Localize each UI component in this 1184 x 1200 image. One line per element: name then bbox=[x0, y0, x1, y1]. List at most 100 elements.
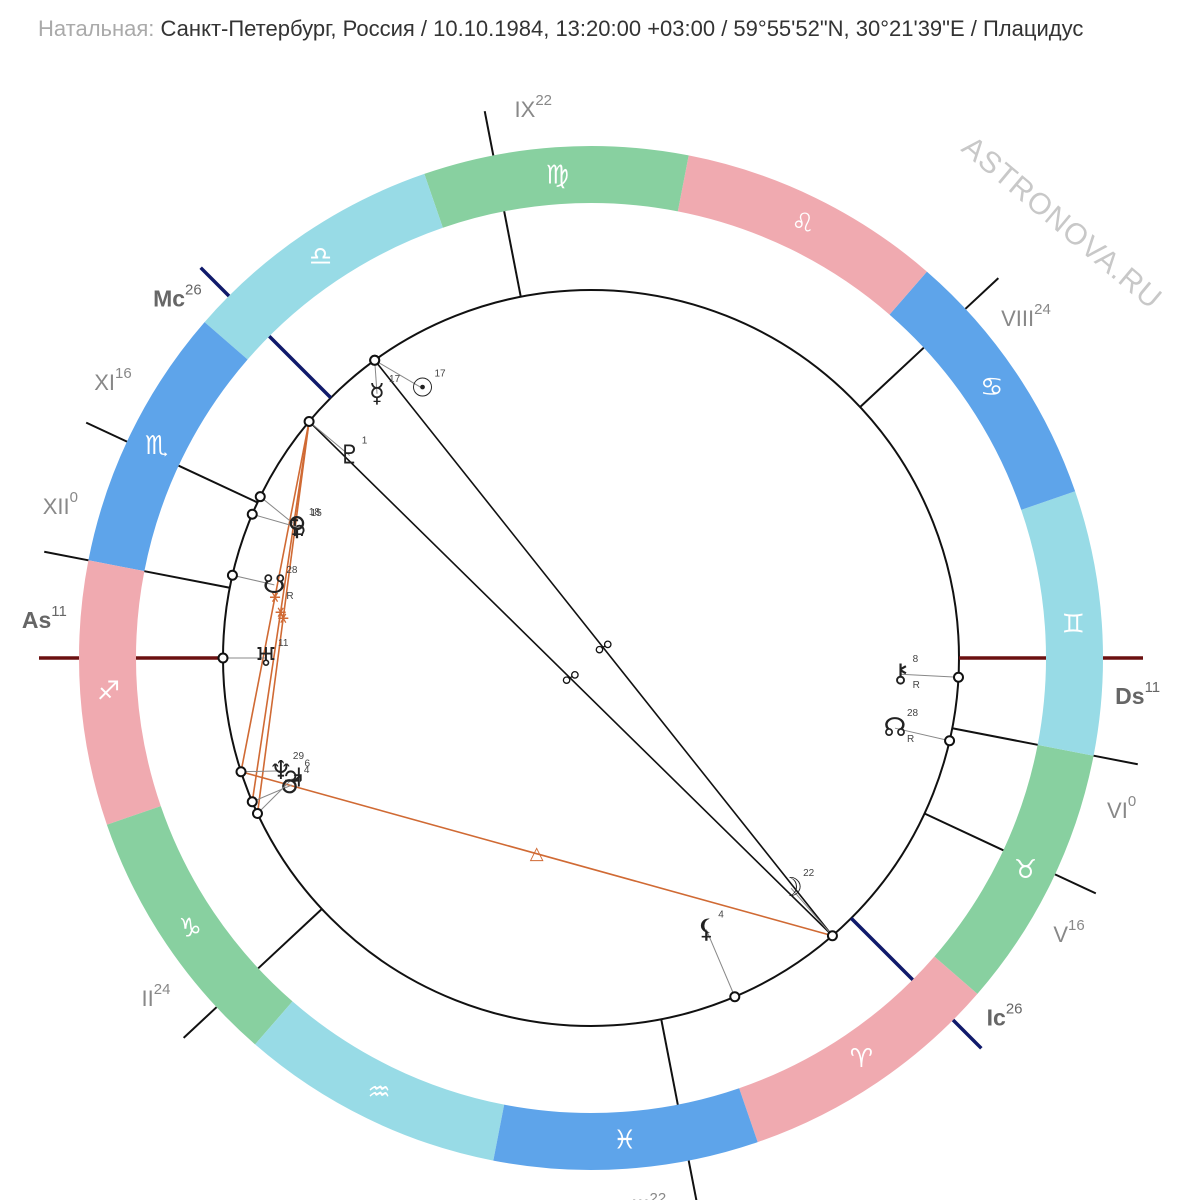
sign-glyph-aquarius: ♒ bbox=[367, 1078, 390, 1108]
planet-glyph-jupiter: ♃ bbox=[281, 764, 304, 794]
planet-glyph-moon: ☽ bbox=[779, 873, 802, 903]
planet-point-jupiter bbox=[251, 808, 263, 820]
planet-glyph-chiron: ⚷ bbox=[891, 659, 910, 689]
planet-degree-sun: 17 bbox=[434, 368, 446, 379]
planet-pointer-south-node bbox=[232, 574, 275, 586]
planet-point-south-node bbox=[226, 569, 238, 581]
house-tick-VI bbox=[1093, 754, 1138, 766]
sign-segment-taurus bbox=[934, 744, 1094, 994]
axis-label-Ds: Ds11 bbox=[1115, 679, 1160, 710]
planet-point-neptune bbox=[235, 766, 247, 778]
house-tick-V bbox=[1054, 873, 1097, 895]
house-tick-III bbox=[687, 1160, 698, 1200]
sign-segment-virgo bbox=[424, 145, 689, 228]
aspect-symbol-pluto-mars: ⚹ bbox=[275, 601, 286, 622]
planet-degree-mercury: 17 bbox=[389, 374, 401, 385]
cusp-labels: XII0 XI16 IX22 VIII24 VI0 V16 III22 II24 As11 Ds1… bbox=[22, 92, 1160, 1200]
chart-header: Натальная: Санкт-Петербург, Россия / 10.… bbox=[38, 16, 1083, 42]
sign-glyph-leo: ♌ bbox=[791, 208, 814, 238]
planet-point-north-node bbox=[944, 735, 956, 747]
sign-glyph-scorpio: ♏ bbox=[145, 431, 168, 461]
planet-point-uranus bbox=[217, 652, 229, 664]
sign-glyph-aries: ♈ bbox=[850, 1044, 873, 1074]
house-tick-IX bbox=[483, 111, 495, 156]
sign-segment-pisces bbox=[493, 1088, 758, 1170]
planet-pointer-sun bbox=[374, 359, 423, 389]
aspect-lines: ☍ ☍ △ ⚹⚹⚹ bbox=[240, 359, 834, 937]
axis-inner-Mc bbox=[268, 335, 333, 400]
house-label-II: II24 bbox=[142, 980, 171, 1010]
planet-glyph-lilith: ⚸ bbox=[697, 915, 716, 945]
planet-degree-moon: 22 bbox=[803, 868, 815, 879]
planet-degree-north-node: 28 bbox=[907, 708, 919, 719]
aspect-symbol-pluto-jupiter: ⚹ bbox=[278, 607, 289, 628]
sign-segment-libra bbox=[204, 173, 443, 360]
axis-outer-Mc bbox=[199, 266, 231, 298]
house-cusp-VIII bbox=[859, 346, 925, 408]
planet-glyph-sun: ☉ bbox=[411, 373, 434, 403]
planet-degree-lilith: 4 bbox=[718, 910, 724, 921]
planet-retro-south-node: R bbox=[286, 591, 293, 602]
planet-glyph-venus: ♀ bbox=[287, 512, 306, 542]
sign-segment-aquarius bbox=[255, 1001, 505, 1161]
sign-segment-sagittarius bbox=[79, 560, 161, 825]
house-label-III: III22 bbox=[631, 1189, 666, 1200]
sign-glyph-pisces: ♓ bbox=[613, 1125, 636, 1155]
sign-segment-cancer bbox=[889, 271, 1076, 510]
planet-point-venus bbox=[246, 508, 258, 520]
planet-pointer-jupiter bbox=[257, 778, 293, 814]
chart-type-label: Натальная: bbox=[38, 16, 155, 41]
house-label-V: V16 bbox=[1053, 917, 1084, 947]
sign-segment-gemini bbox=[1021, 491, 1103, 756]
sign-glyph-virgo: ♍ bbox=[546, 161, 569, 191]
planet-glyph-mercury: ☿ bbox=[369, 379, 385, 409]
planet-point-saturn bbox=[254, 491, 266, 503]
planet-point-chiron bbox=[952, 671, 964, 683]
house-cusp-III bbox=[660, 1019, 679, 1105]
planet-degree-uranus: 11 bbox=[278, 638, 289, 649]
aspect-line-neptune-moon bbox=[240, 770, 833, 937]
inner-circle bbox=[222, 289, 960, 1027]
house-cusp-V bbox=[924, 812, 1004, 852]
house-tick-II bbox=[182, 1006, 218, 1039]
planet-pointer-chiron bbox=[900, 673, 959, 678]
planet-pointer-lilith bbox=[705, 929, 736, 997]
sign-glyph-libra: ♎ bbox=[309, 242, 332, 272]
axis-label-Mc: Mc26 bbox=[153, 281, 202, 312]
house-cusp-IX bbox=[503, 211, 522, 297]
planet-glyph-neptune: ♆ bbox=[269, 756, 292, 786]
planet-pointer-moon bbox=[790, 887, 833, 937]
planet-glyph-pluto: ♇ bbox=[338, 441, 361, 471]
planet-pointer-mars bbox=[252, 784, 293, 803]
aspect-symbol-neptune-moon: △ bbox=[530, 843, 544, 864]
house-tick-VIII bbox=[964, 277, 1000, 310]
house-cusp-XI bbox=[178, 464, 258, 504]
axis-inner-Ic bbox=[849, 916, 914, 981]
planets: ☉ 17☿ 17♇ 1♄ 15♀ 18☋ 28R♅ 11♆ 29♂ 4♃ 6☽ 22⚸ 4⚷ 8R☊ 28R bbox=[217, 354, 964, 1003]
planet-pointer-neptune bbox=[241, 770, 281, 773]
house-label-VIII: VIII24 bbox=[1001, 301, 1051, 331]
house-label-VI: VI0 bbox=[1107, 793, 1136, 823]
planet-degree-saturn: 15 bbox=[311, 508, 323, 519]
house-tick-XII bbox=[44, 550, 89, 562]
aspect-symbol-pluto-neptune: ⚹ bbox=[270, 586, 281, 607]
zodiac-ring: ♈ ♉ ♊ ♋ ♌ ♍ ♎ ♏ ♐ ♑ ♒ ♓ bbox=[79, 145, 1103, 1170]
sign-segment-leo bbox=[677, 155, 927, 315]
planet-point-mars bbox=[246, 796, 258, 808]
planet-retro-north-node: R bbox=[907, 734, 914, 745]
planet-degree-jupiter: 6 bbox=[304, 759, 310, 770]
planet-pointer-mercury bbox=[374, 360, 378, 394]
planet-degree-pluto: 1 bbox=[362, 436, 368, 447]
house-cusp-XII bbox=[144, 570, 230, 589]
house-cusps bbox=[39, 111, 1143, 1200]
sign-segment-scorpio bbox=[88, 322, 248, 572]
chart-details: Санкт-Петербург, Россия / 10.10.1984, 13… bbox=[160, 16, 1084, 41]
planet-retro-chiron: R bbox=[913, 680, 920, 691]
sign-glyph-sagittarius: ♐ bbox=[97, 677, 120, 707]
planet-point-lilith bbox=[729, 991, 741, 1003]
aspect-line-pluto-mars bbox=[251, 421, 310, 802]
axis-label-As: As11 bbox=[22, 602, 67, 633]
planet-point-moon bbox=[826, 930, 838, 942]
house-cusp-II bbox=[257, 908, 323, 970]
